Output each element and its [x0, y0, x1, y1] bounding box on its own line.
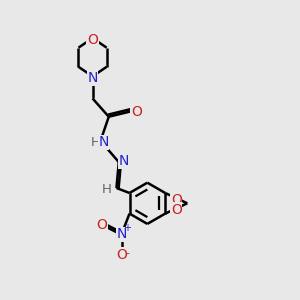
Text: +: + — [123, 223, 131, 233]
Text: N: N — [98, 135, 109, 149]
Text: N: N — [87, 71, 98, 85]
Text: H: H — [102, 183, 112, 196]
Text: O: O — [87, 33, 98, 46]
Text: -: - — [125, 248, 129, 258]
Text: O: O — [117, 248, 128, 262]
Text: O: O — [171, 193, 182, 207]
Text: H: H — [90, 136, 100, 149]
Text: N: N — [117, 227, 127, 241]
Text: O: O — [131, 105, 142, 119]
Text: O: O — [171, 203, 182, 217]
Text: N: N — [118, 154, 129, 168]
Text: O: O — [96, 218, 107, 232]
